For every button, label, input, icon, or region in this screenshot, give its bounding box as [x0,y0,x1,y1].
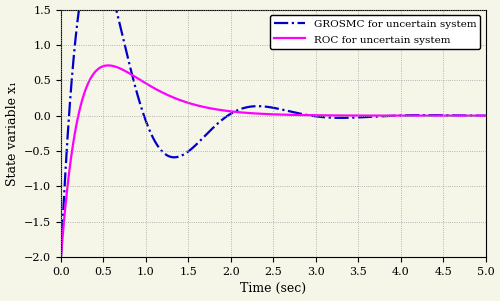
Line: GROSMC for uncertain system: GROSMC for uncertain system [61,0,486,257]
ROC for uncertain system [428,114,434,117]
ROC for uncertain system [482,114,488,117]
ROC for uncertain system [240,111,246,114]
GROSMC for uncertain system [132,83,138,87]
GROSMC for uncertain system [58,255,64,259]
GROSMC for uncertain system [221,116,227,120]
GROSMC for uncertain system [474,114,480,117]
X-axis label: Time (sec): Time (sec) [240,282,306,296]
GROSMC for uncertain system [428,113,434,117]
ROC for uncertain system [58,255,64,259]
GROSMC for uncertain system [240,107,246,110]
Line: ROC for uncertain system: ROC for uncertain system [61,65,486,257]
ROC for uncertain system [474,114,480,117]
ROC for uncertain system [106,64,112,67]
ROC for uncertain system [105,64,111,67]
Y-axis label: State variable x₁: State variable x₁ [6,81,18,186]
ROC for uncertain system [221,109,227,112]
ROC for uncertain system [132,75,138,78]
Legend: GROSMC for uncertain system, ROC for uncertain system: GROSMC for uncertain system, ROC for unc… [270,15,480,49]
GROSMC for uncertain system [482,114,488,117]
